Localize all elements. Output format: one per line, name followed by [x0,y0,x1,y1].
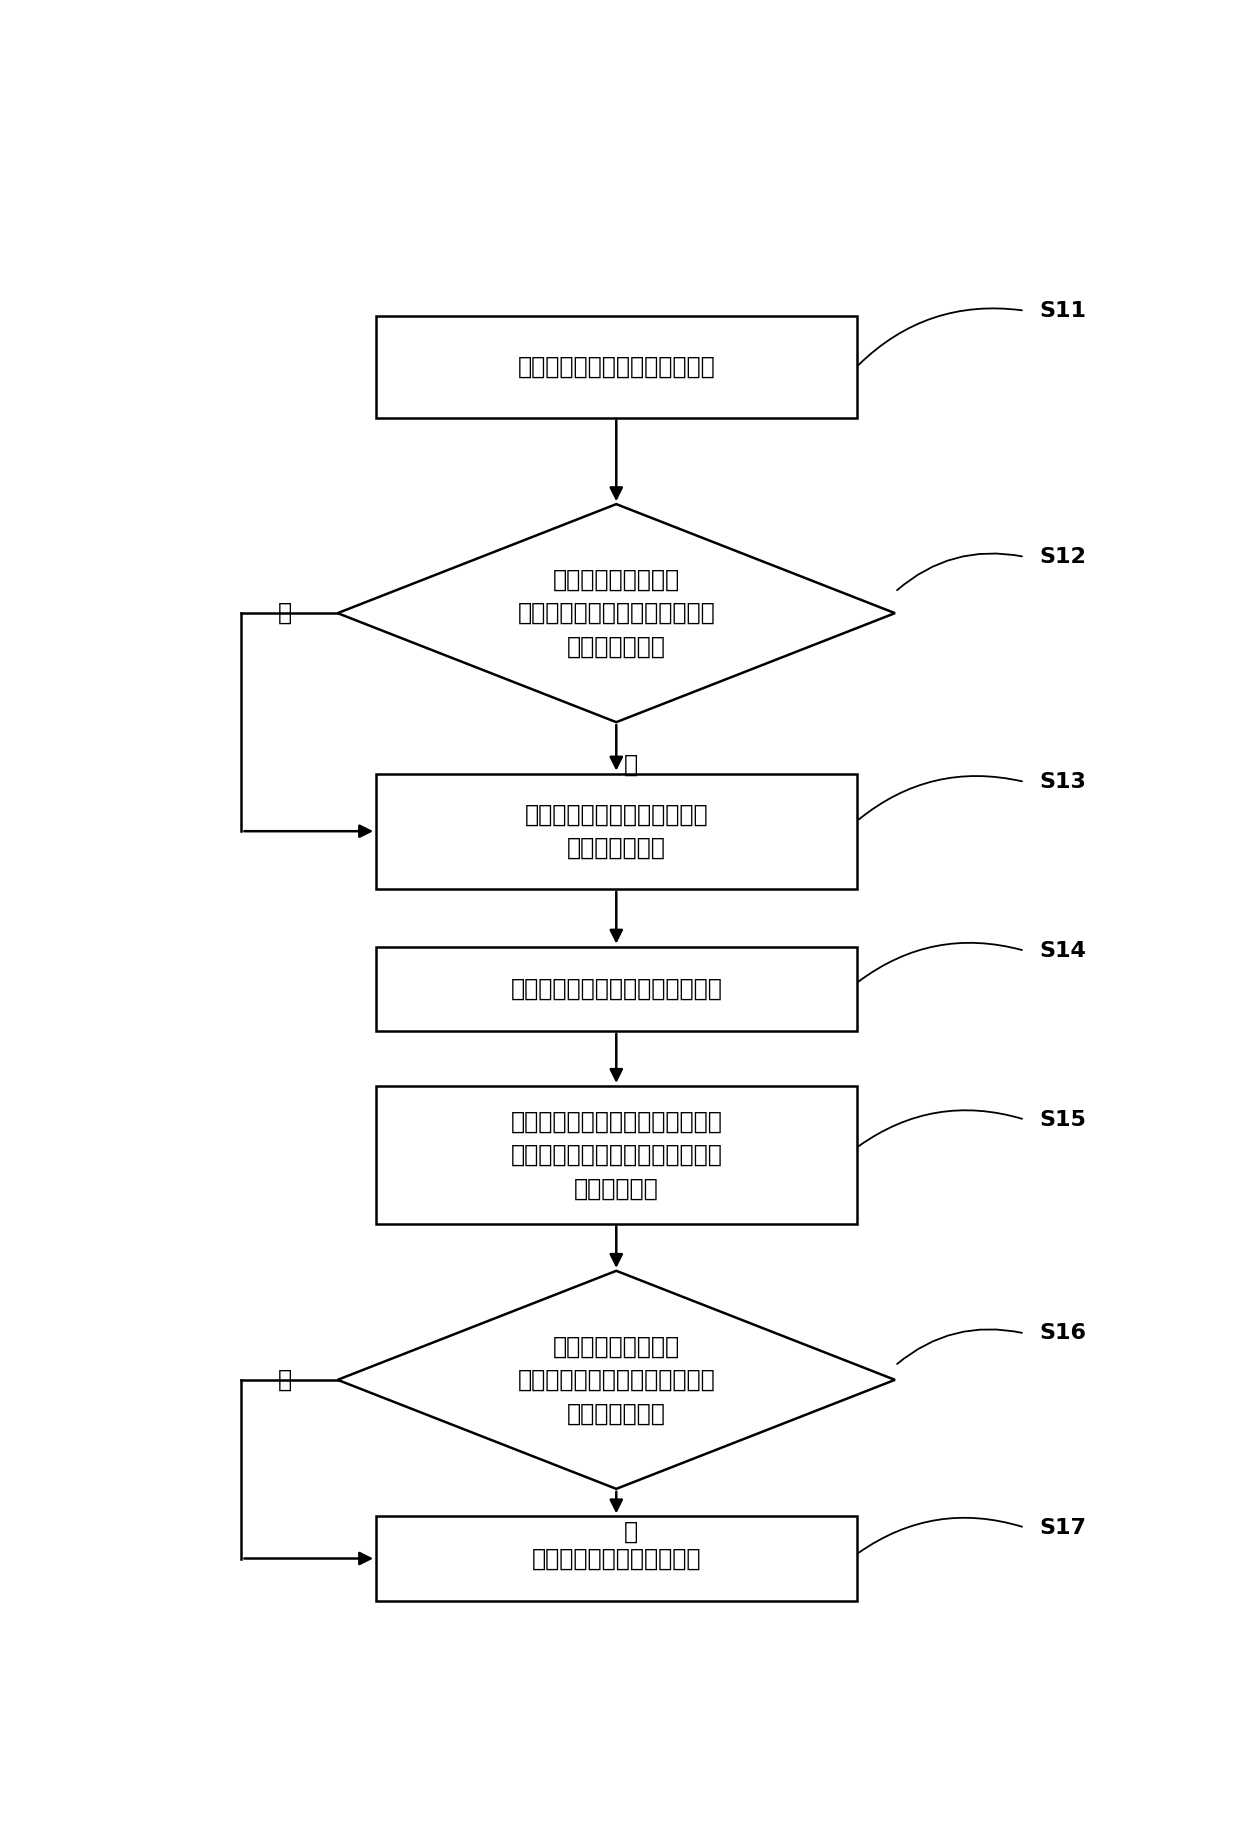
Bar [376,773,857,890]
Text: 根据并联的所有电源
单体的当前输出电压确定是否需
要调节输出电压: 根据并联的所有电源 单体的当前输出电压确定是否需 要调节输出电压 [517,1334,715,1425]
Polygon shape [337,504,895,722]
FancyArrowPatch shape [859,1111,1022,1146]
Text: 将并联的所有电源单体彼此隔离: 将并联的所有电源单体彼此隔离 [517,354,715,378]
Text: 将需要调节输出电压的电源单
体定为调节对象: 将需要调节输出电压的电源单 体定为调节对象 [525,802,708,861]
Text: S12: S12 [1039,546,1086,566]
Text: 按照当前输出电压进行输出: 按照当前输出电压进行输出 [532,1546,701,1571]
Text: 根据并联的所有电源
单体的当前输出电压确定是否需
要调节输出电压: 根据并联的所有电源 单体的当前输出电压确定是否需 要调节输出电压 [517,568,715,660]
Text: S17: S17 [1039,1518,1086,1538]
Bar [376,1516,857,1600]
Text: 否: 否 [278,1368,291,1392]
Text: S14: S14 [1039,941,1086,961]
Text: 使所述调节对象进行恒定功率输出: 使所述调节对象进行恒定功率输出 [511,977,722,1001]
Bar [376,946,857,1030]
Bar [376,1085,857,1224]
FancyArrowPatch shape [858,309,1022,365]
Text: 是: 是 [624,1520,637,1544]
Text: S15: S15 [1039,1109,1086,1129]
FancyArrowPatch shape [859,943,1022,981]
Text: 是: 是 [624,753,637,776]
FancyArrowPatch shape [897,554,1022,590]
Bar [376,316,857,418]
Text: 按照预定规则增大所述调节对象的
输出电流，使所述调节对象的当前
输出电压降低: 按照预定规则增大所述调节对象的 输出电流，使所述调节对象的当前 输出电压降低 [511,1109,722,1200]
FancyArrowPatch shape [859,1518,1022,1553]
Text: S13: S13 [1039,773,1086,791]
FancyArrowPatch shape [858,776,1022,820]
FancyArrowPatch shape [897,1330,1022,1365]
Polygon shape [337,1272,895,1489]
Text: 否: 否 [278,601,291,625]
Text: S11: S11 [1039,301,1086,322]
Text: S16: S16 [1039,1323,1086,1343]
